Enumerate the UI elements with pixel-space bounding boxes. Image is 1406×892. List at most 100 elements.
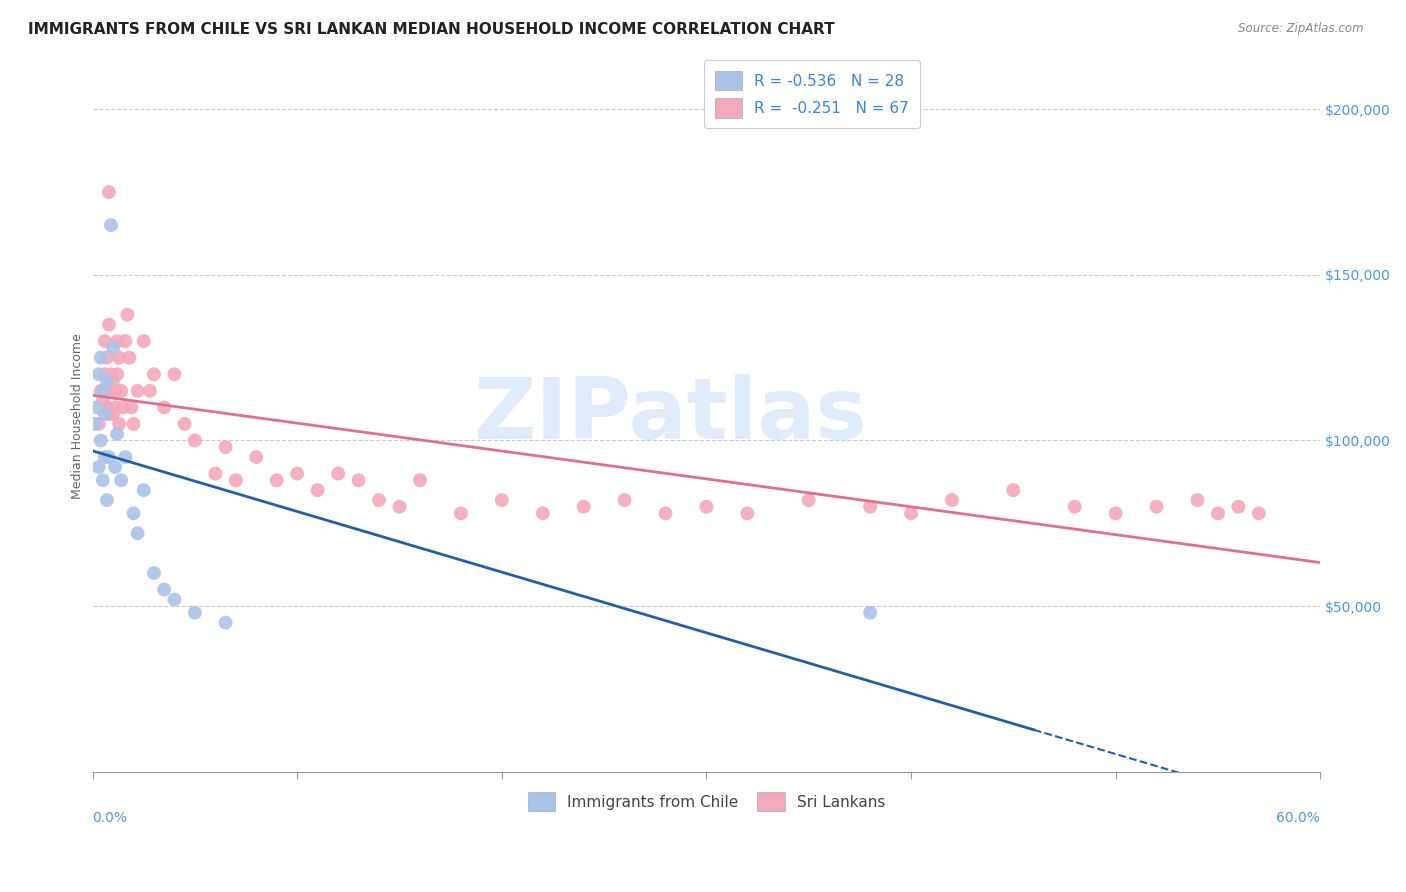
- Point: [173, 417, 195, 431]
- Text: ZIPatlas: ZIPatlas: [472, 374, 866, 458]
- Point: [1002, 483, 1025, 498]
- Point: [110, 384, 132, 398]
- Point: [132, 334, 155, 348]
- Point: [1063, 500, 1085, 514]
- Point: [266, 473, 288, 487]
- Point: [1206, 507, 1229, 521]
- Point: [153, 582, 176, 597]
- Point: [91, 393, 114, 408]
- Point: [87, 368, 110, 382]
- Point: [83, 417, 105, 431]
- Point: [285, 467, 308, 481]
- Point: [100, 368, 122, 382]
- Point: [87, 417, 110, 431]
- Point: [859, 606, 882, 620]
- Point: [112, 401, 135, 415]
- Point: [87, 460, 110, 475]
- Point: [110, 473, 132, 487]
- Point: [104, 384, 127, 398]
- Point: [214, 615, 236, 630]
- Point: [654, 507, 676, 521]
- Point: [132, 483, 155, 498]
- Point: [797, 493, 820, 508]
- Point: [1104, 507, 1126, 521]
- Point: [101, 341, 124, 355]
- Point: [90, 351, 112, 365]
- Y-axis label: Median Household Income: Median Household Income: [72, 333, 84, 499]
- Point: [1227, 500, 1250, 514]
- Point: [97, 185, 120, 199]
- Point: [108, 417, 131, 431]
- Point: [94, 334, 117, 348]
- Point: [139, 384, 162, 398]
- Point: [91, 473, 114, 487]
- Point: [184, 606, 207, 620]
- Point: [163, 592, 186, 607]
- Point: [114, 450, 136, 464]
- Point: [100, 218, 122, 232]
- Legend: Immigrants from Chile, Sri Lankans: Immigrants from Chile, Sri Lankans: [522, 786, 891, 817]
- Text: 60.0%: 60.0%: [1277, 811, 1320, 825]
- Point: [153, 401, 176, 415]
- Point: [96, 374, 118, 388]
- Point: [214, 440, 236, 454]
- Point: [90, 384, 112, 398]
- Point: [1146, 500, 1168, 514]
- Point: [97, 407, 120, 421]
- Point: [96, 351, 118, 365]
- Point: [94, 450, 117, 464]
- Point: [100, 384, 122, 398]
- Point: [96, 401, 118, 415]
- Point: [225, 473, 247, 487]
- Point: [572, 500, 595, 514]
- Point: [531, 507, 554, 521]
- Point: [184, 434, 207, 448]
- Point: [163, 368, 186, 382]
- Point: [245, 450, 267, 464]
- Point: [91, 384, 114, 398]
- Point: [695, 500, 717, 514]
- Point: [96, 493, 118, 508]
- Text: Source: ZipAtlas.com: Source: ZipAtlas.com: [1239, 22, 1364, 36]
- Point: [143, 566, 166, 580]
- Point: [90, 434, 112, 448]
- Point: [388, 500, 411, 514]
- Point: [118, 351, 141, 365]
- Point: [450, 507, 472, 521]
- Point: [105, 334, 128, 348]
- Point: [127, 384, 149, 398]
- Point: [122, 507, 145, 521]
- Point: [101, 374, 124, 388]
- Point: [86, 401, 108, 415]
- Point: [101, 407, 124, 421]
- Point: [94, 368, 117, 382]
- Point: [491, 493, 513, 508]
- Point: [117, 308, 139, 322]
- Point: [97, 318, 120, 332]
- Point: [104, 460, 127, 475]
- Point: [368, 493, 391, 508]
- Point: [122, 417, 145, 431]
- Point: [737, 507, 759, 521]
- Point: [127, 526, 149, 541]
- Point: [105, 426, 128, 441]
- Point: [326, 467, 349, 481]
- Point: [120, 401, 142, 415]
- Point: [941, 493, 963, 508]
- Point: [143, 368, 166, 382]
- Point: [1187, 493, 1209, 508]
- Point: [859, 500, 882, 514]
- Text: 0.0%: 0.0%: [93, 811, 128, 825]
- Point: [204, 467, 226, 481]
- Text: IMMIGRANTS FROM CHILE VS SRI LANKAN MEDIAN HOUSEHOLD INCOME CORRELATION CHART: IMMIGRANTS FROM CHILE VS SRI LANKAN MEDI…: [28, 22, 835, 37]
- Point: [108, 351, 131, 365]
- Point: [347, 473, 370, 487]
- Point: [114, 334, 136, 348]
- Point: [1247, 507, 1270, 521]
- Point: [409, 473, 432, 487]
- Point: [97, 450, 120, 464]
- Point: [307, 483, 329, 498]
- Point: [94, 407, 117, 421]
- Point: [105, 368, 128, 382]
- Point: [613, 493, 636, 508]
